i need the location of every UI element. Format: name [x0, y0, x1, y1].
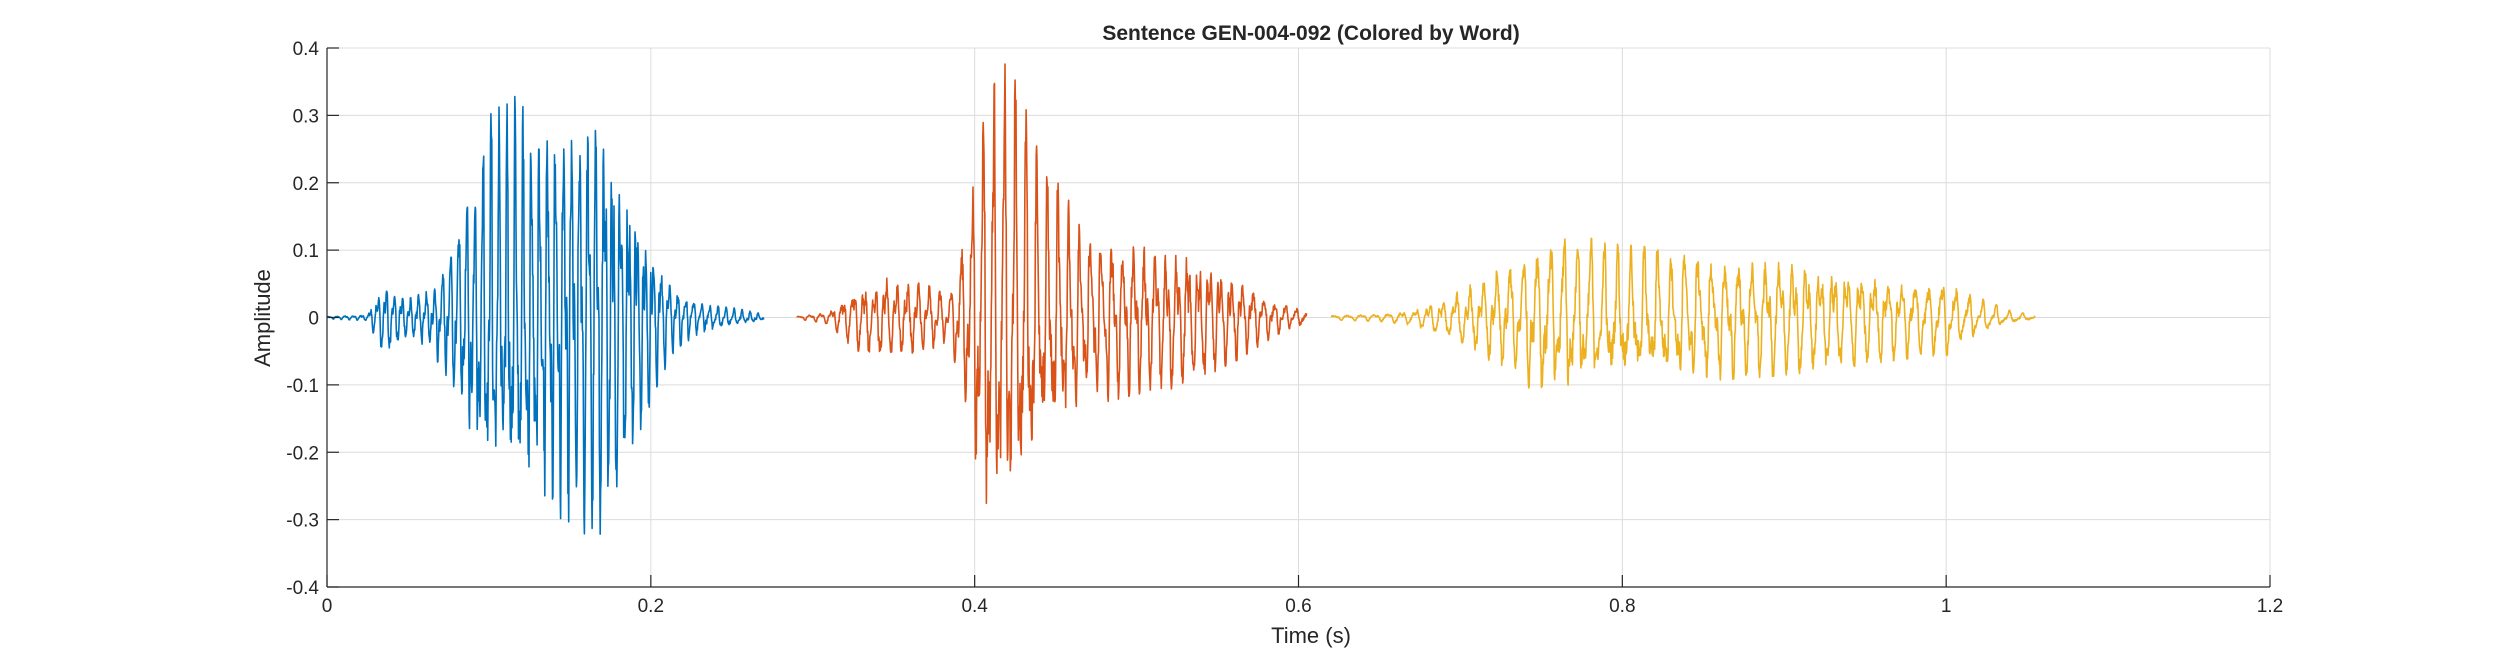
x-tick-label: 0.4 — [961, 596, 988, 617]
x-tick-label: 1 — [1941, 596, 1952, 617]
x-axis-label: Time (s) — [1271, 623, 1351, 648]
y-tick-label: 0.4 — [293, 39, 320, 60]
series-line-3 — [1330, 237, 2036, 389]
y-tick-label: 0.2 — [293, 174, 319, 195]
y-tick-labels: -0.4 -0.3 -0.2 -0.1 0 0.1 0.2 0.3 0.4 — [286, 39, 319, 599]
x-tick-label: 1.2 — [2257, 596, 2283, 617]
x-tick-label: 0.2 — [638, 596, 664, 617]
y-tick-label: -0.3 — [286, 511, 319, 532]
chart-title: Sentence GEN-004-092 (Colored by Word) — [1102, 22, 1519, 45]
y-tick-label: 0 — [308, 309, 319, 330]
y-tick-label: -0.2 — [286, 443, 319, 464]
axes — [326, 47, 2271, 588]
y-tick-label: -0.4 — [286, 578, 319, 599]
y-tick-label: 0.1 — [293, 241, 319, 262]
waveform-series — [326, 63, 2036, 535]
y-tick-label: -0.1 — [286, 376, 319, 397]
x-tick-label: 0.8 — [1609, 596, 1635, 617]
y-axis-label: Amplitude — [250, 269, 275, 367]
series-line-1 — [326, 95, 765, 535]
x-tick-labels: 0 0.2 0.4 0.6 0.8 1 1.2 — [322, 596, 2284, 617]
x-tick-label: 0.6 — [1285, 596, 1311, 617]
y-tick-label: 0.3 — [293, 106, 319, 127]
series-line-2 — [796, 63, 1308, 505]
x-tick-label: 0 — [322, 596, 333, 617]
